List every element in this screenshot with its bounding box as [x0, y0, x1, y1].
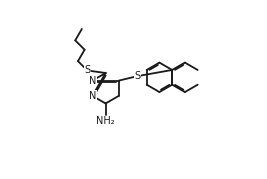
Text: N: N: [89, 91, 96, 101]
Text: S: S: [84, 66, 91, 76]
Text: S: S: [135, 71, 141, 81]
Text: N: N: [89, 76, 96, 86]
Text: NH₂: NH₂: [96, 116, 115, 126]
